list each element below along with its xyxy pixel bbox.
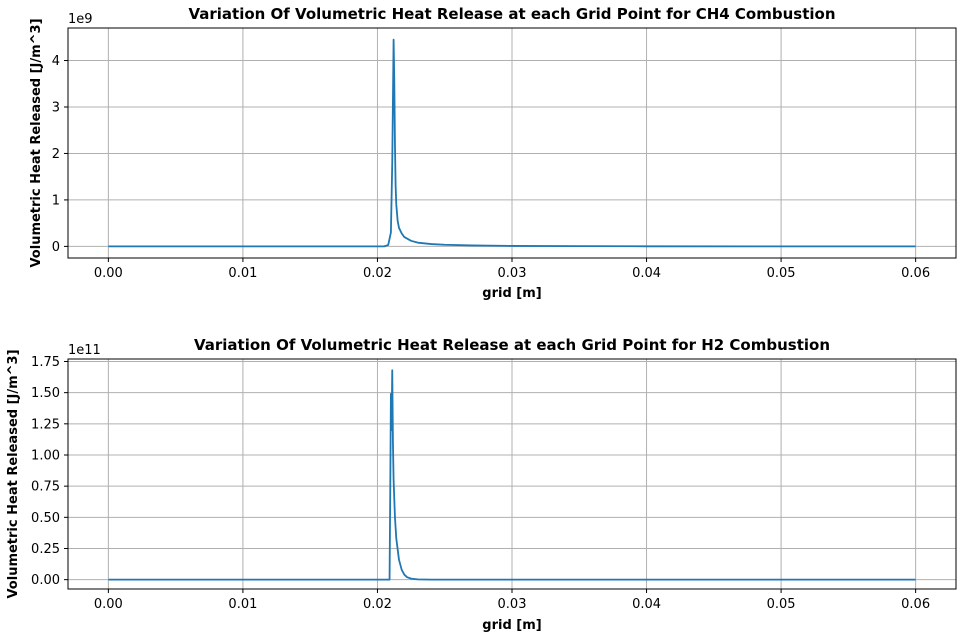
h2-x-tick-label: 0.00 [94,597,123,612]
h2-y-tick-label: 0.25 [31,542,60,557]
h2-y-tick-label: 1.75 [31,355,60,370]
ch4-x-axis-label: grid [m] [482,286,541,301]
ch4-y-tick-label: 3 [52,100,60,115]
ch4-x-tick-label: 0.03 [498,266,527,281]
ch4-chart-title: Variation Of Volumetric Heat Release at … [188,5,835,23]
h2-x-tick-label: 0.01 [228,597,257,612]
ch4-y-tick-label: 2 [52,147,60,162]
h2-gridlines [68,359,956,589]
ch4-chart: Variation Of Volumetric Heat Release at … [29,5,957,301]
ch4-x-tick-label: 0.02 [363,266,392,281]
h2-x-tick-label: 0.04 [632,597,661,612]
ch4-y-tick-label: 1 [52,193,60,208]
h2-y-tick-label: 1.00 [31,448,60,463]
h2-y-tick-label: 1.25 [31,417,60,432]
ch4-gridlines [68,28,956,258]
ch4-y-ticks: 0 1 2 3 4 [52,54,68,255]
h2-y-axis-label: Volumetric Heat Released [J/m^3] [6,349,21,598]
h2-heat-release-line [108,369,916,581]
h2-x-tick-label: 0.05 [767,597,796,612]
h2-x-tick-label: 0.06 [901,597,930,612]
ch4-y-offset-label: 1e9 [68,12,93,27]
ch4-x-tick-label: 0.06 [901,266,930,281]
h2-y-ticks: 0.00 0.25 0.50 0.75 1.00 1.25 1.50 1.75 [31,355,68,588]
h2-x-ticks: 0.00 0.01 0.02 0.03 0.04 0.05 0.06 [94,589,930,612]
ch4-heat-release-line [108,38,916,248]
h2-y-tick-label: 0.50 [31,511,60,526]
h2-x-tick-label: 0.03 [498,597,527,612]
h2-y-tick-label: 1.50 [31,386,60,401]
ch4-x-tick-label: 0.05 [767,266,796,281]
ch4-y-axis-label: Volumetric Heat Released [J/m^3] [29,18,44,267]
ch4-x-ticks: 0.00 0.01 0.02 0.03 0.04 0.05 0.06 [94,258,930,281]
ch4-x-tick-label: 0.04 [632,266,661,281]
h2-y-offset-label: 1e11 [68,343,101,358]
ch4-y-tick-label: 4 [52,54,60,69]
h2-y-tick-label: 0.00 [31,573,60,588]
h2-chart: Variation Of Volumetric Heat Release at … [6,336,957,633]
h2-x-tick-label: 0.02 [363,597,392,612]
h2-x-axis-label: grid [m] [482,618,541,633]
ch4-y-tick-label: 0 [52,240,60,255]
ch4-x-tick-label: 0.00 [94,266,123,281]
h2-y-tick-label: 0.75 [31,480,60,495]
ch4-x-tick-label: 0.01 [228,266,257,281]
h2-chart-title: Variation Of Volumetric Heat Release at … [194,336,830,354]
